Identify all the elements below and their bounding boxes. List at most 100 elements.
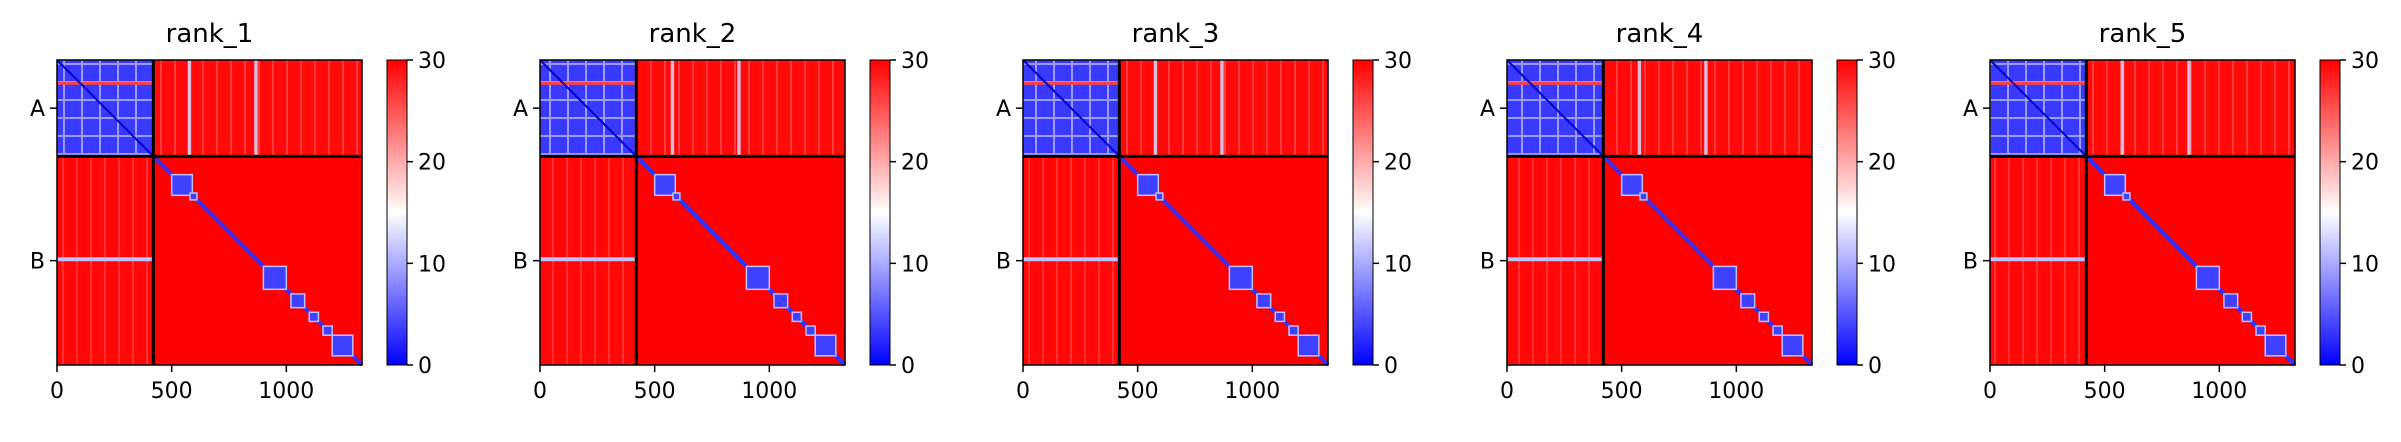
- x-tick-label: 0: [1983, 379, 1997, 404]
- heatmap-chain-a-streak: [1023, 81, 1120, 85]
- colorbar-tick-label: 10: [1384, 252, 1412, 277]
- heatmap-diag-block: [170, 173, 194, 197]
- heatmap-diagonal-a: [1506, 59, 1605, 158]
- heatmap-diag-block: [814, 334, 837, 357]
- panel-title: rank_4: [1616, 19, 1704, 49]
- x-tick-label: 500: [151, 379, 193, 404]
- heatmap-diag-block: [1639, 192, 1648, 201]
- heatmap-diag-block: [322, 325, 333, 336]
- heatmap-diag-block: [672, 192, 681, 201]
- heatmap-cross-stripe: [737, 60, 741, 157]
- y-tick-label: B: [1963, 250, 1978, 275]
- colorbar-tick-label: 20: [901, 151, 929, 176]
- heatmap-diag-block: [2241, 311, 2253, 323]
- x-tick-label: 0: [50, 379, 64, 404]
- panel-5: rank_5 A B 0 500 1000 0 10 20 30: [1963, 19, 2379, 404]
- heatmap-diag-block: [189, 192, 198, 201]
- heatmap-cross-stripe: [1704, 60, 1708, 157]
- y-tick-label: A: [30, 97, 45, 122]
- heatmap-diag-block: [805, 325, 816, 336]
- x-tick-label: 0: [533, 379, 547, 404]
- heatmap-chain-a-streak: [1990, 81, 2087, 85]
- heatmap-ba-band: [1990, 257, 2087, 262]
- colorbar-tick-label: 0: [2351, 354, 2365, 379]
- heatmap-diagonal-a: [1989, 59, 2088, 158]
- panel-1: rank_1 A B 0 500 1000 0 10 20 30: [30, 19, 446, 404]
- heatmap-diag-block: [2122, 192, 2131, 201]
- heatmap-ba-band: [540, 257, 637, 262]
- colorbar-tick-label: 10: [1868, 252, 1896, 277]
- colorbar-tick-label: 0: [1384, 354, 1398, 379]
- heatmap-cross-stripe: [187, 60, 192, 157]
- heatmap-diag-block: [1256, 293, 1272, 309]
- y-tick-label: A: [1963, 97, 1978, 122]
- plot-frame: [1022, 59, 1329, 366]
- heatmap-diag-block: [262, 265, 288, 291]
- heatmap-diag-block: [773, 293, 789, 309]
- x-tick-label: 0: [1016, 379, 1030, 404]
- heatmap-diag-block: [1288, 325, 1299, 336]
- colorbar-tick-label: 0: [418, 354, 432, 379]
- panel-4: rank_4 A B 0 500 1000 0 10 20 30: [1480, 19, 1896, 404]
- colorbar-tick-label: 10: [418, 252, 446, 277]
- y-tick-label: A: [1480, 97, 1495, 122]
- colorbar: [2319, 59, 2341, 366]
- x-tick-label: 1000: [1708, 379, 1764, 404]
- panel-title: rank_2: [649, 19, 737, 49]
- heatmap-diag-block: [1712, 265, 1738, 291]
- colorbar: [1352, 59, 1374, 366]
- heatmap-cross-stripe: [2187, 60, 2191, 157]
- x-tick-label: 1000: [258, 379, 314, 404]
- heatmap-diag-block: [2195, 265, 2221, 291]
- x-tick-label: 0: [1500, 379, 1514, 404]
- heatmap-diag-block: [791, 311, 803, 323]
- y-tick-label: B: [1480, 250, 1495, 275]
- heatmap-ba-band: [1507, 257, 1604, 262]
- y-tick-label: A: [513, 97, 528, 122]
- heatmap-cross-stripe: [1637, 60, 1642, 157]
- colorbar-tick-label: 30: [901, 49, 929, 74]
- heatmap-cross-stripe: [670, 60, 675, 157]
- plot-frame: [1989, 59, 2296, 366]
- x-tick-label: 1000: [741, 379, 797, 404]
- colorbar-tick-label: 30: [1384, 49, 1412, 74]
- heatmap-cross-stripe: [254, 60, 258, 157]
- colorbar-tick-label: 0: [1868, 354, 1882, 379]
- colorbar-tick-label: 0: [901, 354, 915, 379]
- panel-title: rank_5: [2099, 19, 2187, 49]
- heatmap-diagonal-a: [1022, 59, 1121, 158]
- heatmap-diag-block: [1740, 293, 1756, 309]
- colorbar-tick-label: 10: [901, 252, 929, 277]
- y-tick-label: B: [996, 250, 1011, 275]
- y-tick-label: B: [513, 250, 528, 275]
- colorbar-tick-label: 20: [2351, 151, 2379, 176]
- heatmap-diag-block: [1274, 311, 1286, 323]
- x-tick-label: 500: [1601, 379, 1643, 404]
- colorbar: [1836, 59, 1858, 366]
- heatmap-diag-block: [1297, 334, 1320, 357]
- heatmap-ab-region: [636, 60, 845, 157]
- heatmap-diag-block: [2103, 173, 2127, 197]
- heatmap-diag-block: [1772, 325, 1783, 336]
- x-tick-label: 500: [1117, 379, 1159, 404]
- heatmap-diag-block: [1620, 173, 1644, 197]
- colorbar: [386, 59, 408, 366]
- heatmap-diagonal-a: [539, 59, 638, 158]
- x-tick-label: 1000: [2191, 379, 2247, 404]
- heatmap-cross-stripe: [1153, 60, 1158, 157]
- plot-frame: [1506, 59, 1813, 366]
- heatmap-diag-block: [331, 334, 354, 357]
- x-tick-label: 1000: [1224, 379, 1280, 404]
- heatmap-ba-band: [57, 257, 154, 262]
- heatmap-cross-stripe: [1220, 60, 1224, 157]
- heatmap-diagonal-a: [56, 59, 155, 158]
- heatmap-chain-a-streak: [1507, 81, 1604, 85]
- heatmap-ab-region: [1119, 60, 1328, 157]
- colorbar-tick-label: 30: [1868, 49, 1896, 74]
- heatmap-diag-block: [2264, 334, 2287, 357]
- heatmap-diag-block: [1781, 334, 1804, 357]
- colorbar-tick-label: 30: [2351, 49, 2379, 74]
- x-tick-label: 500: [2084, 379, 2126, 404]
- y-tick-label: B: [30, 250, 45, 275]
